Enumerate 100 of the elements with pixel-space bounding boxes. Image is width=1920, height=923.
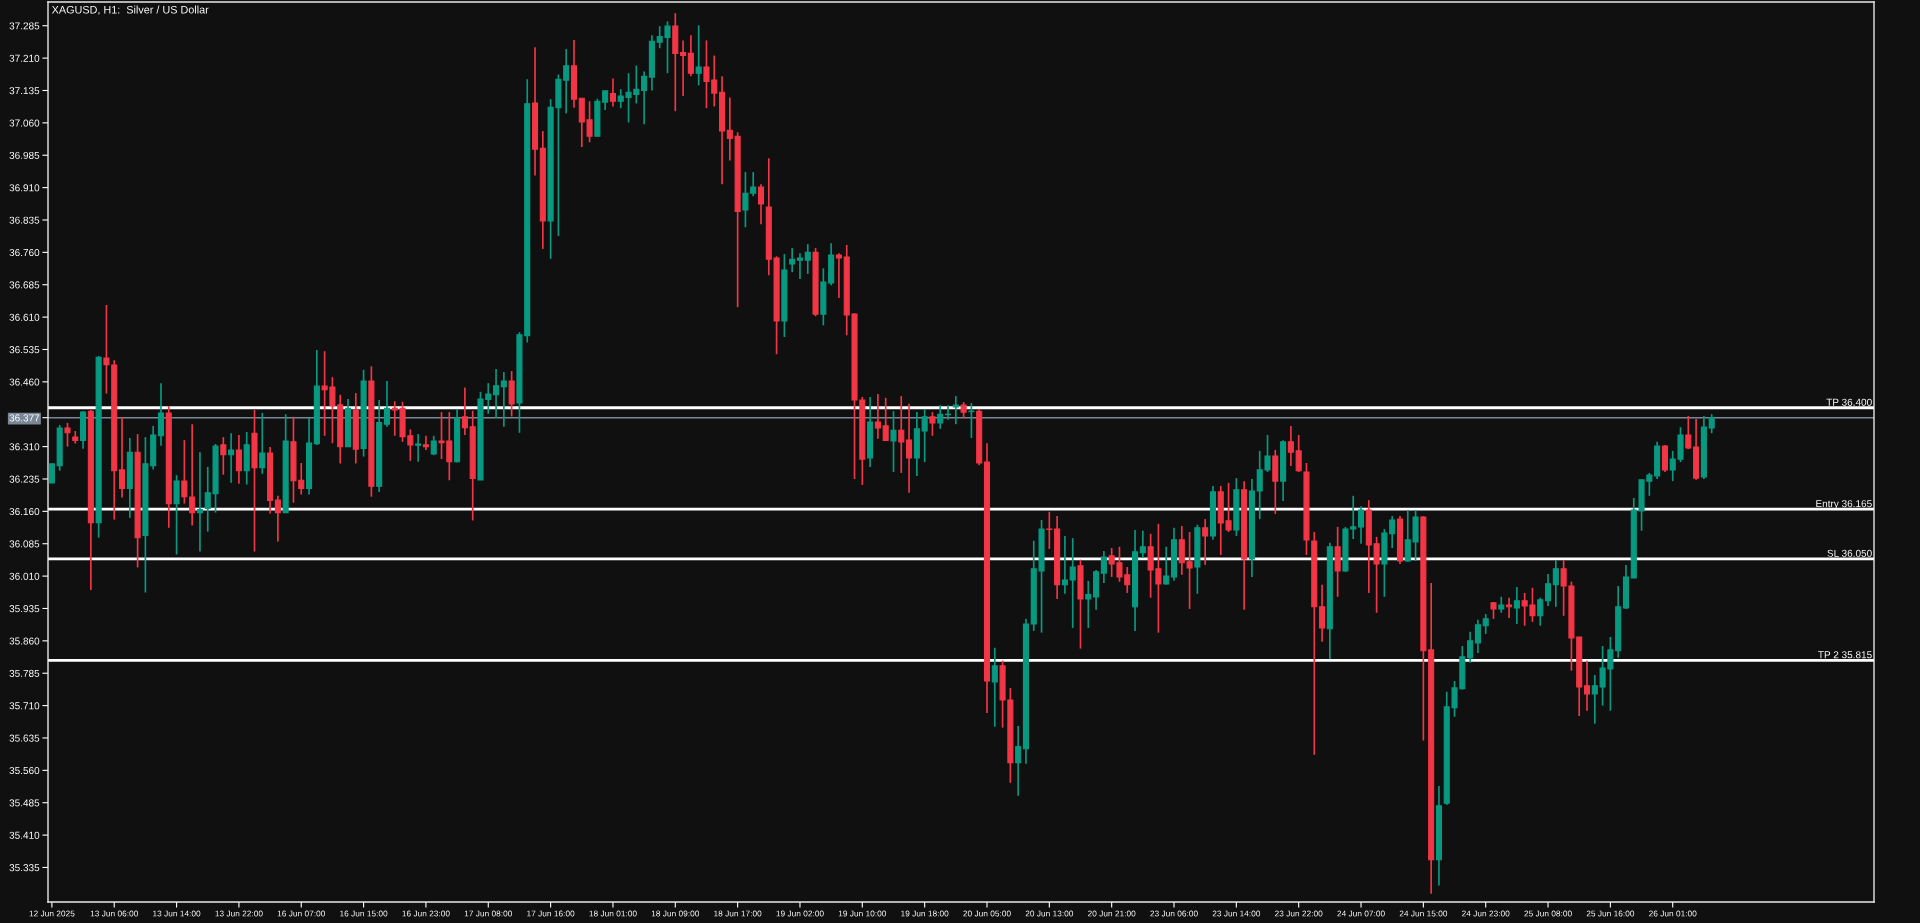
x-tick-label: 19 Jun 18:00 <box>901 910 949 917</box>
candlestick <box>1357 505 1365 545</box>
candlestick <box>1685 415 1692 451</box>
candlestick <box>493 368 500 419</box>
y-tick-label: 35.485 <box>9 799 40 807</box>
candlestick <box>422 434 429 451</box>
x-tick-label: 16 Jun 07:00 <box>277 910 326 917</box>
y-tick-label: 36.310 <box>9 443 40 451</box>
candlestick <box>1100 550 1107 584</box>
y-tick-label: 35.860 <box>9 637 40 645</box>
x-tick-label: 24 Jun 15:00 <box>1399 910 1448 917</box>
x-tick-label: 25 Jun 16:00 <box>1586 910 1635 917</box>
candlestick <box>383 380 391 428</box>
x-tick-label: 17 Jun 08:00 <box>464 910 513 917</box>
candlestick <box>882 396 889 442</box>
y-tick-label: 36.085 <box>9 540 40 548</box>
candlestick <box>952 395 959 425</box>
x-tick-label: 20 Jun 13:00 <box>1025 910 1074 917</box>
y-tick-label: 36.010 <box>9 572 40 580</box>
candlestick <box>1544 573 1552 607</box>
x-tick-label: 16 Jun 23:00 <box>402 910 450 917</box>
candlestick <box>235 434 242 485</box>
y-tick-label: 37.210 <box>9 54 40 62</box>
y-tick-label: 35.710 <box>9 702 40 710</box>
candlestick <box>48 463 55 484</box>
candlestick <box>1069 537 1076 629</box>
candlestick <box>1708 413 1715 435</box>
y-tick-label: 36.460 <box>9 378 40 386</box>
y-tick-label: 35.935 <box>9 605 40 613</box>
candlestick <box>1467 630 1474 664</box>
y-tick-label: 36.235 <box>9 475 40 483</box>
y-tick-label: 36.610 <box>9 313 40 321</box>
y-tick-label: 36.685 <box>9 281 40 289</box>
x-tick-label: 19 Jun 10:00 <box>838 910 887 917</box>
candlestick <box>835 252 842 299</box>
candlestick <box>937 404 944 430</box>
x-tick-label: 18 Jun 01:00 <box>589 910 637 917</box>
candlestick <box>1046 510 1053 550</box>
candlestick <box>1583 659 1591 712</box>
candlestick <box>874 393 881 440</box>
candlestick <box>1085 580 1092 629</box>
y-tick-label: 37.285 <box>9 22 40 30</box>
candlestick <box>1513 586 1520 625</box>
candlestick <box>64 422 71 448</box>
candlestick <box>461 386 468 436</box>
x-tick-label: 13 Jun 22:00 <box>215 910 263 917</box>
ref-line-label: Entry 36.165 <box>1816 500 1872 510</box>
y-tick-label: 35.335 <box>9 864 40 872</box>
candlestick <box>1139 529 1146 559</box>
candlestick <box>991 646 998 728</box>
candlestick <box>609 77 616 108</box>
x-tick-label: 23 Jun 06:00 <box>1150 910 1198 917</box>
y-tick-label: 35.560 <box>9 766 40 775</box>
candlestick <box>804 243 811 275</box>
y-tick-label: 36.535 <box>9 346 40 354</box>
x-tick-label: 23 Jun 14:00 <box>1212 910 1261 917</box>
x-tick-label: 24 Jun 07:00 <box>1337 910 1385 917</box>
y-tick-label: 35.635 <box>9 734 40 742</box>
candlestick <box>118 416 126 499</box>
candlestick <box>921 408 928 463</box>
y-tick-label: 35.785 <box>9 669 40 677</box>
candlestick <box>274 494 281 543</box>
ref-line-label: TP 2 35.815 <box>1818 651 1872 659</box>
y-tick-label: 36.910 <box>9 184 40 192</box>
candlestick <box>687 34 694 78</box>
x-tick-label: 20 Jun 21:00 <box>1087 910 1136 917</box>
candlestick <box>1295 434 1302 473</box>
candlestick <box>1287 425 1294 467</box>
candlestick <box>757 183 765 226</box>
candlestick <box>1474 618 1481 654</box>
ref-line-label: SL 36.050 <box>1827 549 1872 557</box>
candlestick <box>157 382 165 447</box>
x-tick-label: 18 Jun 17:00 <box>714 910 762 917</box>
x-tick-label: 12 Jun 2025 <box>29 910 75 917</box>
x-tick-label: 25 Jun 08:00 <box>1524 910 1572 917</box>
candlestick <box>1552 559 1559 608</box>
x-tick-label: 18 Jun 09:00 <box>651 910 700 917</box>
candlestick <box>220 436 227 476</box>
candlestick <box>1061 535 1068 595</box>
x-tick-label: 24 Jun 23:00 <box>1462 910 1510 917</box>
x-tick-label: 19 Jun 02:00 <box>776 910 824 917</box>
candlestick <box>508 370 515 418</box>
y-tick-label: 36.160 <box>9 507 40 516</box>
x-tick-label: 20 Jun 05:00 <box>963 910 1011 917</box>
candlestick <box>1202 518 1209 566</box>
y-tick-label: 36.985 <box>9 151 40 159</box>
candlestick <box>929 411 936 437</box>
candlestick <box>890 410 897 473</box>
y-tick-label: 36.835 <box>9 216 40 224</box>
candlestick <box>173 474 180 556</box>
y-tick-label: 37.135 <box>9 87 40 95</box>
x-tick-label: 23 Jun 22:00 <box>1275 910 1323 917</box>
candlestick <box>641 70 648 125</box>
y-tick-label: 36.760 <box>9 249 40 257</box>
candlestick <box>415 433 422 463</box>
chart-title: XAGUSD, H1: Silver / US Dollar <box>51 5 209 15</box>
x-tick-label: 13 Jun 06:00 <box>90 910 139 917</box>
x-tick-label: 17 Jun 16:00 <box>527 910 575 917</box>
candlestick <box>906 403 913 494</box>
y-tick-label: 35.410 <box>9 831 40 839</box>
